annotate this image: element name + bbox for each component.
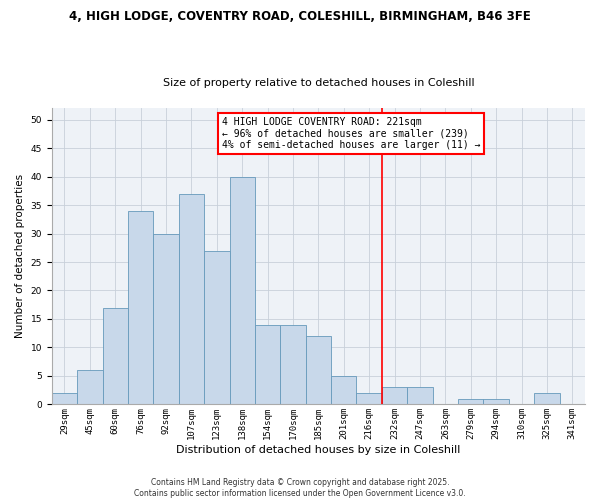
Text: 4 HIGH LODGE COVENTRY ROAD: 221sqm
← 96% of detached houses are smaller (239)
4%: 4 HIGH LODGE COVENTRY ROAD: 221sqm ← 96%… <box>222 117 481 150</box>
Bar <box>204 250 230 404</box>
Bar <box>77 370 103 404</box>
Bar <box>534 393 560 404</box>
Text: Contains HM Land Registry data © Crown copyright and database right 2025.
Contai: Contains HM Land Registry data © Crown c… <box>134 478 466 498</box>
Y-axis label: Number of detached properties: Number of detached properties <box>15 174 25 338</box>
Bar <box>484 398 509 404</box>
Bar <box>103 308 128 404</box>
Bar <box>128 211 154 404</box>
Bar <box>255 324 280 404</box>
Bar <box>230 176 255 404</box>
Bar <box>382 388 407 404</box>
Bar <box>280 324 305 404</box>
Bar <box>52 393 77 404</box>
Bar <box>407 388 433 404</box>
Bar <box>458 398 484 404</box>
X-axis label: Distribution of detached houses by size in Coleshill: Distribution of detached houses by size … <box>176 445 461 455</box>
Bar <box>356 393 382 404</box>
Bar <box>331 376 356 404</box>
Bar <box>305 336 331 404</box>
Text: 4, HIGH LODGE, COVENTRY ROAD, COLESHILL, BIRMINGHAM, B46 3FE: 4, HIGH LODGE, COVENTRY ROAD, COLESHILL,… <box>69 10 531 23</box>
Bar <box>154 234 179 404</box>
Title: Size of property relative to detached houses in Coleshill: Size of property relative to detached ho… <box>163 78 474 88</box>
Bar <box>179 194 204 404</box>
